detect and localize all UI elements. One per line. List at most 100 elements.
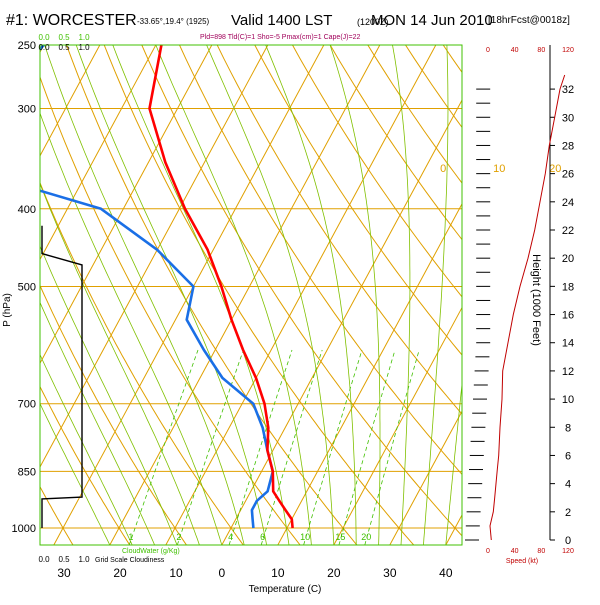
dry-adiabat	[508, 31, 600, 545]
height-tick-label: 30	[562, 112, 574, 124]
height-tick-label: 6	[565, 450, 571, 462]
height-tick-label: 12	[562, 366, 574, 378]
speed-tick-bottom: 120	[562, 548, 574, 555]
temperature-tick-label: 20	[327, 566, 341, 580]
pressure-tick-label: 400	[18, 204, 36, 216]
moist-adiabat	[0, 31, 110, 545]
isotherm-line	[278, 45, 548, 545]
mixing-ratio-label: 4	[228, 532, 233, 542]
dry-adiabat	[434, 31, 600, 545]
dry-adiabat	[583, 31, 600, 545]
height-axis-label: Height (1000 Feet)	[530, 254, 542, 346]
mixing-ratio-label: 6	[260, 532, 265, 542]
dry-adiabat	[248, 31, 600, 545]
height-tick-label: 8	[565, 422, 571, 434]
plot-frame	[40, 45, 462, 545]
pressure-tick-label: 1000	[12, 523, 36, 535]
temperature-tick-label: 40	[439, 566, 453, 580]
height-tick-label: 0	[565, 535, 571, 547]
valid-time: Valid 1400 LST	[231, 12, 332, 29]
temperature-tick-label: 30	[383, 566, 397, 580]
height-tick-label: 20	[562, 253, 574, 265]
dry-adiabat	[0, 31, 16, 545]
station-coords: -33.65°,19.4° (1925)	[137, 17, 209, 26]
cloud-tick-top: 1.0	[78, 43, 90, 52]
speed-tick-top: 120	[562, 47, 574, 54]
cloud-tick-bottom: 0.0	[38, 555, 50, 564]
cloud-water-tick: 1.0	[78, 33, 90, 42]
moist-adiabat	[107, 31, 289, 545]
speed-axis-label: Speed (kt)	[506, 558, 538, 565]
isotherm-line	[334, 45, 600, 545]
cloud-scale-label: 20	[113, 566, 127, 580]
isotherm-line	[222, 45, 492, 545]
height-tick-label: 10	[562, 394, 574, 406]
speed-tick-top: 40	[511, 47, 519, 54]
mixing-ratio-label: 1	[128, 532, 133, 542]
height-tick-label: 32	[562, 84, 574, 96]
pressure-tick-label: 500	[18, 282, 36, 294]
speed-tick-bottom: 0	[486, 548, 490, 555]
isotherm-label: 10	[493, 163, 505, 175]
y-axis-label: P (hPa)	[2, 293, 13, 327]
isotherm-line	[446, 45, 600, 545]
mixing-ratio-label: 10	[300, 532, 310, 542]
height-tick-label: 18	[562, 281, 574, 293]
pressure-tick-label: 850	[18, 466, 36, 478]
moist-adiabat	[40, 31, 244, 545]
isotherm-line	[54, 45, 324, 545]
height-tick-label: 16	[562, 310, 574, 322]
plot-area	[0, 31, 600, 545]
moist-adiabat	[325, 31, 380, 545]
isotherm-label: 0	[440, 163, 446, 175]
mixing-ratio-label: 20	[361, 532, 371, 542]
stability-indices: Pld=898 Tld(C)=1 Sho=-5 Pmax(cm)=1 Cape(…	[200, 34, 360, 41]
pressure-tick-label: 250	[18, 40, 36, 52]
forecast-run: [18hrFcst@0018z]	[488, 15, 570, 26]
dry-adiabat	[210, 31, 584, 545]
temperature-tick-label: 10	[271, 566, 285, 580]
station-title: #1: WORCESTER	[6, 12, 137, 30]
cloud-scale-label: 10	[169, 566, 183, 580]
cloud-scale-label: 30	[57, 566, 71, 580]
speed-tick-bottom: 80	[537, 548, 545, 555]
mixing-ratio-line	[261, 350, 322, 545]
pressure-tick-label: 700	[18, 399, 36, 411]
moist-adiabat	[390, 31, 410, 545]
dry-adiabat	[0, 31, 73, 545]
dry-adiabat	[285, 31, 600, 545]
cloud-tick-top: 0.0	[38, 43, 50, 52]
cloud-tick-bottom: 0.5	[58, 555, 70, 564]
cloud-tick-bottom: 1.0	[78, 555, 90, 564]
speed-tick-bottom: 40	[511, 548, 519, 555]
dry-adiabat	[322, 31, 600, 545]
moist-adiabat	[446, 31, 493, 545]
cloud-water-tick: 0.0	[38, 33, 50, 42]
height-tick-label: 24	[562, 197, 574, 209]
moist-adiabat	[13, 31, 222, 545]
valid-date: MON 14 Jun 2010	[371, 12, 493, 29]
cloud-xlabel: Grid Scale Cloudiness	[95, 557, 165, 564]
mixing-ratio-label: 15	[335, 532, 345, 542]
mixing-ratio-line	[365, 350, 419, 545]
height-tick-label: 26	[562, 169, 574, 181]
height-tick-label: 14	[562, 338, 574, 350]
cloud-tick-top: 0.5	[58, 43, 70, 52]
dry-adiabat	[136, 31, 471, 545]
cloud-water-label: CloudWater (g/Kg)	[122, 548, 180, 555]
speed-tick-top: 0	[486, 47, 490, 54]
height-tick-label: 22	[562, 225, 574, 237]
height-tick-label: 2	[565, 507, 571, 519]
moist-adiabat	[423, 31, 448, 545]
pressure-tick-label: 300	[18, 104, 36, 116]
speed-tick-top: 80	[537, 47, 545, 54]
x-axis-label: Temperature (C)	[249, 584, 322, 595]
mixing-ratio-label: 2	[176, 532, 181, 542]
wind-speed-profile	[490, 75, 565, 540]
height-tick-label: 28	[562, 140, 574, 152]
height-tick-label: 4	[565, 479, 571, 491]
cloud-water-tick: 0.5	[58, 33, 70, 42]
moist-adiabat	[260, 31, 357, 545]
